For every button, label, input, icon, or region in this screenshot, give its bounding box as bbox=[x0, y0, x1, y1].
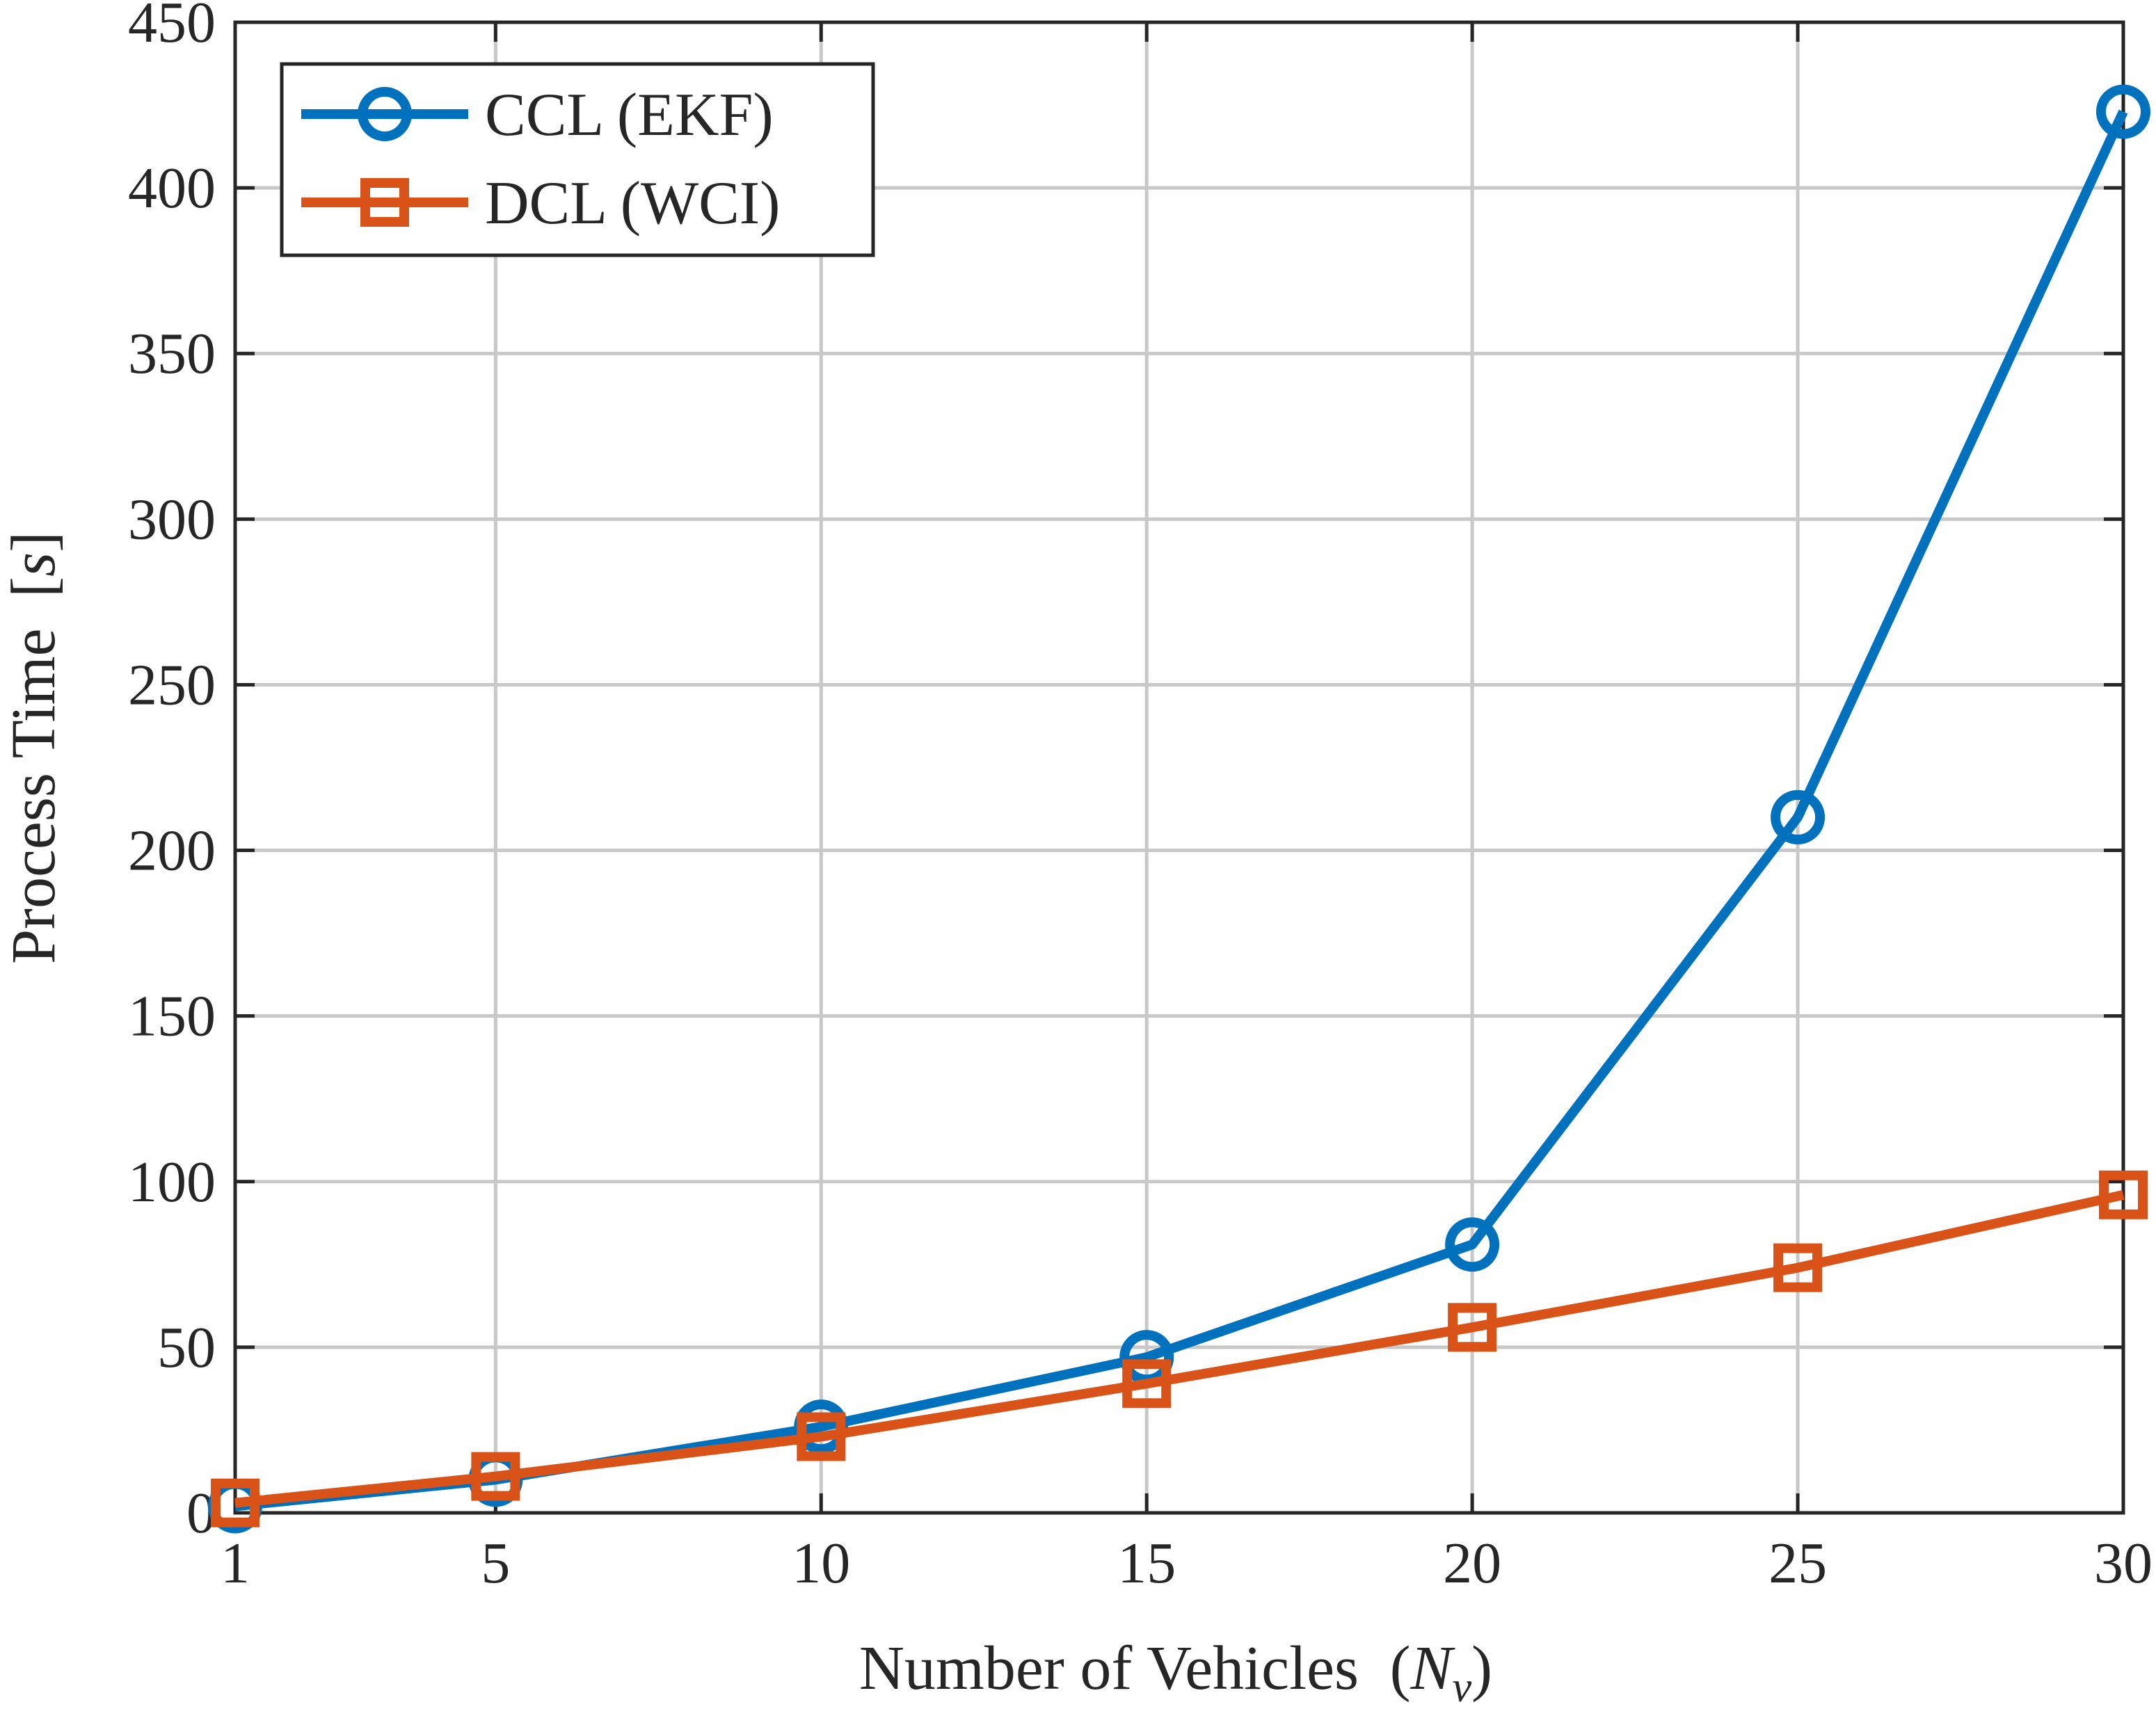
legend: CCL (EKF) DCL (WCI) bbox=[280, 62, 875, 257]
x-tick-label: 5 bbox=[481, 1531, 510, 1596]
data-point-square bbox=[797, 1412, 846, 1461]
y-tick-label: 400 bbox=[128, 156, 216, 220]
y-tick-label: 50 bbox=[157, 1315, 216, 1380]
y-axis-title-text: Process Time bbox=[0, 628, 68, 964]
y-axis-title: Process Time [s] bbox=[0, 531, 68, 964]
y-axis-title-var: s bbox=[0, 552, 68, 577]
series-line bbox=[234, 1189, 2125, 1508]
y-tick-label: 350 bbox=[128, 321, 216, 386]
legend-label: DCL (WCI) bbox=[485, 170, 780, 237]
series-dcl-wci bbox=[211, 1170, 2148, 1527]
series-layer bbox=[208, 84, 2150, 1534]
x-tick-label: 1 bbox=[221, 1531, 250, 1596]
data-point-square bbox=[1773, 1243, 1823, 1292]
y-tick-label: 200 bbox=[128, 819, 216, 883]
x-axis-title-paren-open: ( bbox=[1390, 1634, 1411, 1703]
y-axis-title-bracket-close: ] bbox=[0, 531, 68, 552]
data-point-square bbox=[211, 1478, 259, 1527]
legend-label: CCL (EKF) bbox=[485, 81, 774, 149]
legend-marker-square bbox=[360, 178, 409, 227]
x-axis-title-var: N bbox=[1410, 1634, 1456, 1703]
data-point-circle bbox=[2096, 84, 2150, 139]
plot-frame bbox=[233, 20, 2125, 1515]
x-tick-label: 15 bbox=[1117, 1531, 1176, 1596]
x-axis-title-text: Number of Vehicles bbox=[859, 1634, 1359, 1703]
y-tick-label: 250 bbox=[128, 652, 216, 717]
data-point-square bbox=[2099, 1170, 2148, 1219]
x-axis-title-sub: v bbox=[1453, 1664, 1472, 1706]
y-tick-label: 100 bbox=[128, 1150, 216, 1214]
y-tick-label: 150 bbox=[128, 984, 216, 1049]
y-axis-title-bracket-open: [ bbox=[0, 577, 68, 597]
labels-layer: Number of Vehicles (Nv) Process Time [s] bbox=[0, 531, 1492, 1709]
x-axis-title: Number of Vehicles (Nv) bbox=[859, 1634, 1492, 1706]
data-point-square bbox=[1122, 1359, 1172, 1409]
y-tick-label: 450 bbox=[128, 0, 216, 55]
data-point-circle bbox=[1445, 1217, 1500, 1272]
legend-marker-circle bbox=[358, 87, 412, 141]
legend-entry: CCL (EKF) bbox=[301, 81, 774, 149]
data-point-square bbox=[471, 1452, 520, 1501]
data-point-square bbox=[1448, 1303, 1497, 1352]
x-tick-label: 10 bbox=[792, 1531, 850, 1596]
x-tick-label: 30 bbox=[2094, 1531, 2153, 1596]
legend-entry: DCL (WCI) bbox=[301, 170, 780, 237]
data-point-circle bbox=[1771, 789, 1826, 844]
x-tick-label: 20 bbox=[1443, 1531, 1501, 1596]
y-tick-label: 300 bbox=[128, 487, 216, 552]
x-axis-title-paren-close: ) bbox=[1471, 1634, 1492, 1703]
x-tick-label: 25 bbox=[1768, 1531, 1827, 1596]
